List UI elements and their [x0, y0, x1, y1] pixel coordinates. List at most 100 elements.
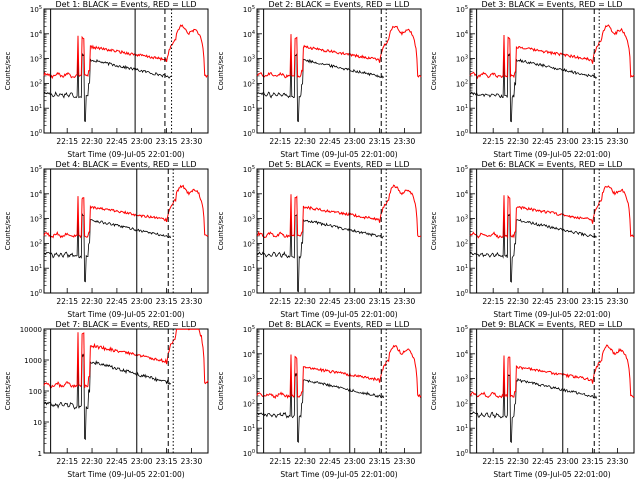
y-axis-label: Counts/sec	[217, 372, 225, 411]
x-tick-label: 22:45	[106, 297, 128, 306]
x-tick-label: 23:15	[369, 137, 391, 146]
y-axis-label: Counts/sec	[430, 52, 438, 91]
x-tick-label: 22:30	[507, 137, 529, 146]
x-tick-label: 22:30	[81, 297, 103, 306]
chart-title: Det 9: BLACK = Events, RED = LLD	[482, 320, 623, 329]
x-tick-label: 22:45	[319, 457, 341, 466]
chart-title: Det 7: BLACK = Events, RED = LLD	[56, 320, 197, 329]
x-tick-label: 23:00	[344, 297, 366, 306]
chart-svg: Det 7: BLACK = Events, RED = LLD Counts/s…	[4, 320, 209, 479]
y-tick-label: 105	[456, 165, 468, 174]
x-tick-label: 23:30	[394, 457, 416, 466]
series-lld-line	[469, 185, 635, 239]
series-events-line	[44, 209, 172, 283]
plot-frame	[469, 328, 635, 454]
x-tick-label: 23:30	[607, 137, 629, 146]
series-events-line	[256, 211, 384, 293]
y-tick-label: 101	[456, 264, 468, 273]
chart-title: Det 1: BLACK = Events, RED = LLD	[56, 0, 197, 9]
y-tick-label: 101	[456, 104, 468, 113]
y-tick-label: 100	[30, 289, 42, 298]
y-tick-label: 102	[30, 239, 42, 248]
chart-panel-det-5: Det 5: BLACK = Events, RED = LLD Counts/s…	[213, 160, 426, 320]
series-events-line	[469, 370, 598, 444]
chart-title: Det 8: BLACK = Events, RED = LLD	[269, 320, 410, 329]
y-tick-label: 102	[243, 399, 255, 408]
series-events-line	[469, 51, 598, 123]
chart-title: Det 4: BLACK = Events, RED = LLD	[56, 160, 197, 169]
x-axis-label: Start Time (09-Jul-05 22:01:00)	[493, 470, 610, 479]
y-tick-label: 1000	[24, 357, 42, 365]
series-lld-line	[43, 328, 209, 389]
x-tick-label: 22:15	[269, 457, 291, 466]
y-tick-label: 104	[30, 190, 42, 199]
x-axis-label: Start Time (09-Jul-05 22:01:00)	[280, 310, 397, 319]
y-axis-label: Counts/sec	[4, 372, 12, 411]
chart-title: Det 2: BLACK = Events, RED = LLD	[269, 0, 410, 9]
x-tick-label: 23:15	[582, 297, 604, 306]
chart-title: Det 5: BLACK = Events, RED = LLD	[269, 160, 410, 169]
x-tick-label: 22:45	[106, 457, 128, 466]
chart-svg: Det 1: BLACK = Events, RED = LLD Counts/s…	[4, 0, 209, 159]
x-tick-label: 23:00	[131, 457, 153, 466]
y-tick-label: 103	[243, 215, 255, 224]
y-axis-label: Counts/sec	[4, 52, 12, 91]
y-tick-label: 100	[243, 289, 255, 298]
x-tick-label: 23:15	[582, 137, 604, 146]
x-tick-label: 23:30	[607, 297, 629, 306]
y-tick-label: 100	[243, 449, 255, 458]
y-tick-label: 105	[243, 5, 255, 14]
chart-panel-det-3: Det 3: BLACK = Events, RED = LLD Counts/s…	[426, 0, 639, 160]
plot-frame	[43, 168, 209, 294]
series-lld-line	[43, 24, 209, 80]
y-tick-label: 102	[30, 79, 42, 88]
x-tick-label: 23:30	[181, 297, 203, 306]
y-tick-label: 100	[456, 129, 468, 138]
x-tick-label: 23:00	[131, 297, 153, 306]
x-tick-label: 22:45	[532, 297, 554, 306]
y-tick-label: 102	[456, 79, 468, 88]
series-lld-line	[469, 24, 635, 80]
y-tick-label: 104	[243, 190, 255, 199]
y-tick-label: 102	[456, 399, 468, 408]
x-tick-label: 22:30	[294, 137, 316, 146]
y-tick-label: 102	[243, 239, 255, 248]
y-axis-label: Counts/sec	[4, 212, 12, 251]
x-tick-label: 23:00	[344, 137, 366, 146]
x-tick-label: 22:15	[56, 137, 78, 146]
y-tick-label: 103	[456, 375, 468, 384]
y-tick-label: 100	[243, 129, 255, 138]
x-axis-label: Start Time (09-Jul-05 22:01:00)	[493, 310, 610, 319]
chart-panel-det-9: Det 9: BLACK = Events, RED = LLD Counts/s…	[426, 320, 639, 480]
chart-title: Det 6: BLACK = Events, RED = LLD	[482, 160, 623, 169]
chart-svg: Det 2: BLACK = Events, RED = LLD Counts/s…	[217, 0, 422, 159]
y-tick-label: 101	[243, 104, 255, 113]
x-axis-label: Start Time (09-Jul-05 22:01:00)	[67, 470, 184, 479]
chart-panel-det-2: Det 2: BLACK = Events, RED = LLD Counts/s…	[213, 0, 426, 160]
y-tick-label: 104	[243, 30, 255, 39]
x-axis-label: Start Time (09-Jul-05 22:01:00)	[67, 150, 184, 159]
x-tick-label: 23:15	[156, 137, 178, 146]
series-lld-line	[256, 25, 422, 79]
y-tick-label: 100	[456, 289, 468, 298]
chart-svg: Det 9: BLACK = Events, RED = LLD Counts/s…	[430, 320, 635, 479]
plot-frame	[256, 8, 422, 134]
series-lld-line	[256, 344, 422, 400]
y-tick-label: 101	[30, 264, 42, 273]
plot-frame	[43, 328, 209, 454]
x-tick-label: 22:30	[294, 457, 316, 466]
y-tick-label: 101	[456, 424, 468, 433]
y-axis-label: Counts/sec	[217, 212, 225, 251]
chart-svg: Det 3: BLACK = Events, RED = LLD Counts/s…	[430, 0, 635, 159]
x-tick-label: 22:30	[507, 457, 529, 466]
y-tick-label: 105	[456, 325, 468, 334]
series-lld-line	[256, 184, 421, 239]
plot-frame	[256, 328, 422, 454]
y-tick-label: 104	[456, 30, 468, 39]
y-axis-label: Counts/sec	[430, 212, 438, 251]
y-tick-label: 103	[456, 215, 468, 224]
x-tick-label: 23:00	[344, 457, 366, 466]
x-tick-label: 23:30	[181, 137, 203, 146]
x-tick-label: 23:00	[557, 137, 579, 146]
y-tick-label: 105	[243, 165, 255, 174]
